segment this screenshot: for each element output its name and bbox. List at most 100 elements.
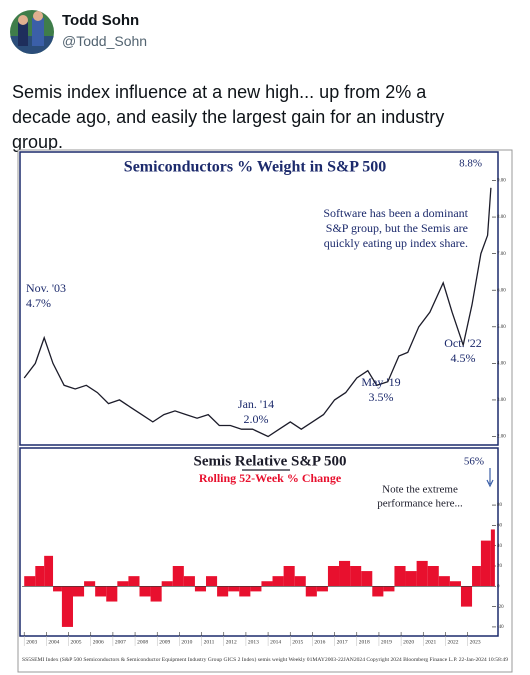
change-bar [206,576,218,587]
change-bar [327,566,340,587]
annotation: S&P group, but the Semis are [326,221,468,235]
change-bar [361,571,373,587]
weight-line [23,187,492,438]
change-bar [294,576,306,587]
x-tick-label: 2017 [337,639,348,645]
change-bar [183,576,195,587]
change-bar [106,586,118,602]
change-bar [316,586,328,592]
change-bar [161,581,173,587]
annotation: Nov. '03 [26,281,66,295]
change-bar [394,566,406,587]
y-tick-label: 3.00 [497,398,506,403]
annotation: 56% [464,456,484,468]
x-tick-label: 2022 [447,639,458,645]
annotation: 3.5% [369,390,394,404]
change-bar [239,586,251,597]
tweet-text: Semis index influence at a new high... u… [12,82,445,152]
annotation: 8.8% [459,158,482,170]
y-tick-label: -20 [497,605,504,610]
x-tick-label: 2008 [137,639,148,645]
annotation: Jan. '14 [238,397,274,411]
change-bar [427,566,439,587]
change-bar [305,586,317,597]
x-tick-label: 2020 [403,639,414,645]
x-tick-label: 2011 [204,639,215,645]
x-tick-label: 2006 [93,639,104,645]
change-bar [35,566,45,587]
change-bar [272,576,284,587]
x-tick-label: 2010 [181,639,192,645]
bottom-panel [19,447,499,637]
change-bar [350,566,362,587]
x-tick-label: 2021 [425,639,436,645]
y-tick-label: -40 [497,625,504,630]
change-bar [250,586,262,592]
x-tick-label: 2004 [48,639,59,645]
y-tick-label: 80 [497,503,503,508]
change-bar [339,560,351,587]
y-tick-label: 8.00 [497,215,506,220]
change-bar [150,586,162,602]
x-tick-label: 2009 [159,639,170,645]
change-bar [372,586,384,597]
annotation: May '19 [361,375,400,389]
change-bar [460,586,473,607]
change-bar [72,586,85,597]
annotation: performance here... [377,498,463,510]
change-bar [24,576,36,587]
annotation: Software has been a dominant [323,206,468,220]
annotation-arrow [486,468,494,488]
x-tick-label: 2005 [71,639,82,645]
y-tick-label: 5.00 [497,325,506,330]
annotation: 4.7% [26,296,51,310]
y-tick-label: 6.00 [497,288,506,293]
change-bar [128,576,140,587]
change-bar [490,529,495,587]
change-bar [449,581,461,587]
author-name[interactable]: Todd Sohn [62,12,140,29]
change-bar [139,586,151,597]
y-tick-label: 7.00 [497,252,506,257]
change-bar [383,586,395,592]
chart-title: Semiconductors % Weight in S&P 500 [124,159,386,176]
y-tick-label: 40 [497,544,503,549]
annotation: Oct. '22 [444,336,482,350]
change-bar [53,586,62,592]
change-bar [416,560,428,587]
x-tick-label: 2015 [292,639,303,645]
change-bar [228,586,240,592]
avatar[interactable] [8,8,62,62]
author-handle[interactable]: @Todd_Sohn [62,33,148,49]
y-tick-label: 4.00 [497,362,506,367]
change-bar [472,566,481,587]
x-tick-label: 2016 [314,639,325,645]
y-tick-label: 60 [497,524,503,529]
chart-subtitle: Rolling 52-Week % Change [199,471,342,485]
change-bar [172,566,184,587]
change-bar [44,555,54,587]
change-bar [61,586,73,627]
change-bar [194,586,207,592]
annotation: quickly eating up index share. [324,236,468,250]
chart-title: Semis Relative S&P 500 [194,453,347,469]
y-tick-label: 20 [497,564,503,569]
x-tick-label: 2013 [248,639,259,645]
x-tick-label: 2018 [359,639,370,645]
x-tick-label: 2007 [115,639,126,645]
x-tick-label: 2023 [470,639,481,645]
annotation: 2.0% [244,412,269,426]
change-bar [217,586,229,597]
change-bar [438,576,450,587]
annotation: Note the extreme [382,484,458,496]
x-tick-label: 2014 [270,639,281,645]
y-tick-label: 2.00 [497,435,506,440]
top-panel [19,151,499,446]
x-tick-label: 2003 [26,639,37,645]
annotation: 4.5% [451,351,476,365]
source-note: SS5SEMI Index (S&P 500 Semiconductors & … [22,656,508,663]
change-bar [84,581,96,587]
change-bar [283,566,295,587]
